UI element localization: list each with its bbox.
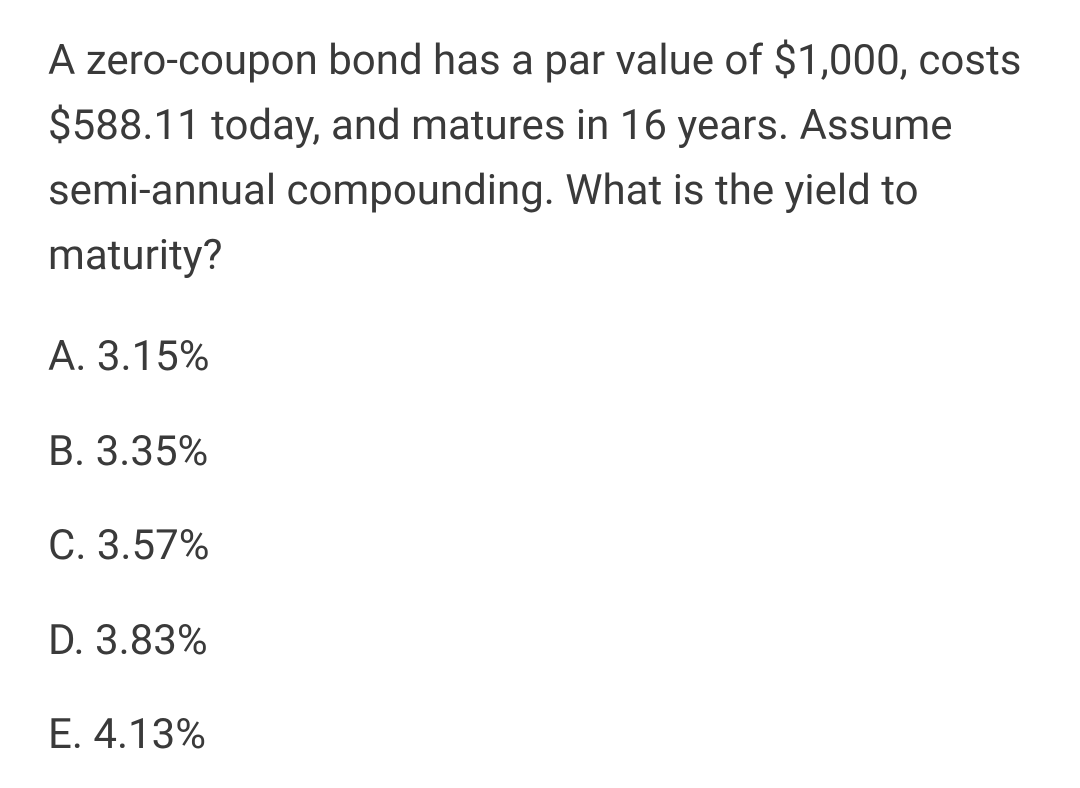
question-page: A zero-coupon bond has a par value of $1… [0, 0, 1080, 788]
option-d[interactable]: D. 3.83% [48, 616, 1040, 666]
option-c[interactable]: C. 3.57% [48, 521, 1040, 571]
options-list: A. 3.15% B. 3.35% C. 3.57% D. 3.83% E. 4… [48, 332, 1040, 760]
option-e[interactable]: E. 4.13% [48, 710, 1040, 760]
question-text: A zero-coupon bond has a par value of $1… [48, 28, 1040, 288]
option-b[interactable]: B. 3.35% [48, 427, 1040, 477]
option-a[interactable]: A. 3.15% [48, 332, 1040, 382]
